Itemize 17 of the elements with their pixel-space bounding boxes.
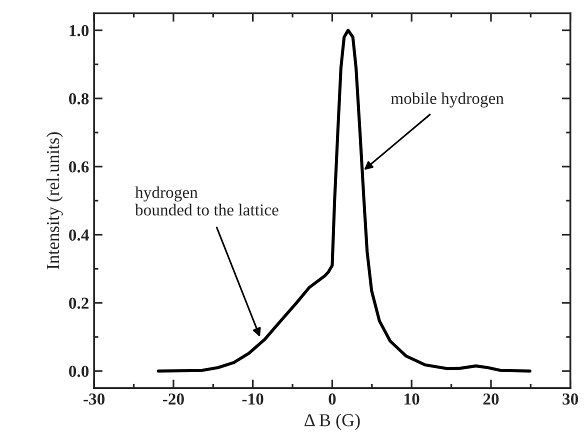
y-tick-label: 0.0	[69, 366, 89, 378]
annotation: hydrogen bounded to the lattice	[134, 186, 278, 216]
x-tick-label: 0	[328, 393, 336, 405]
y-tick-label: 0.6	[69, 161, 89, 173]
x-tick-label: -10	[242, 393, 264, 405]
y-tick-label: 0.2	[69, 298, 89, 309]
x-tick-label: 10	[404, 393, 420, 405]
annotation: mobile hydrogen	[390, 92, 504, 108]
y-tick-label: 0.8	[69, 93, 89, 104]
x-tick-label: 30	[562, 393, 578, 405]
x-tick-label: -20	[162, 393, 184, 405]
x-axis-title: Δ B (G)	[304, 414, 360, 430]
x-tick-label: -30	[84, 393, 105, 405]
y-tick-label: 0.4	[69, 229, 89, 241]
y-tick-label: 1.0	[70, 24, 89, 36]
x-tick-label: 20	[483, 393, 499, 405]
y-axis-title: Intensity (rel.units)	[46, 132, 63, 270]
